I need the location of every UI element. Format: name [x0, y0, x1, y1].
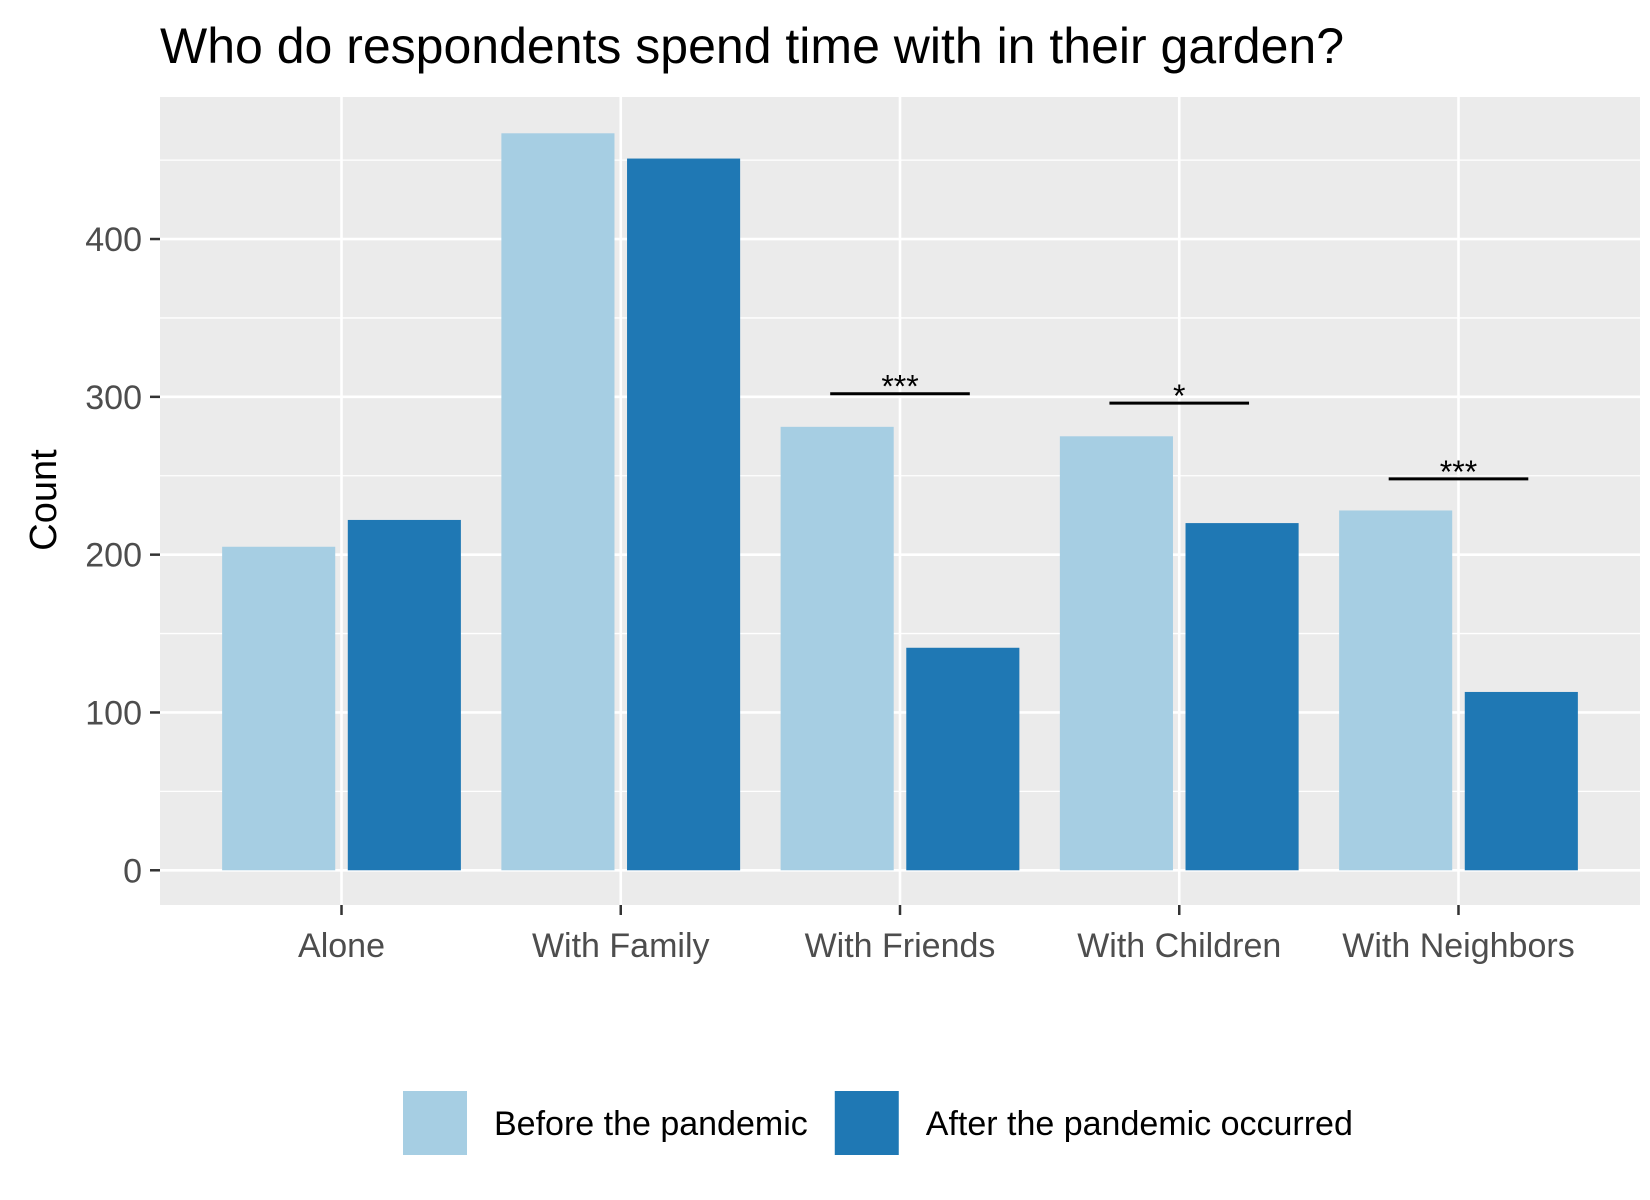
bar-before-with-neighbors	[1339, 510, 1453, 871]
legend-swatch-after	[832, 1089, 901, 1157]
axes: 0 100 200 300 400 Alone With Family With Friend…	[85, 221, 1574, 965]
y-tick-label: 0	[123, 852, 142, 890]
chart-title: Who do respondents spend time with in th…	[160, 18, 1344, 74]
significance-annotations: *** ****	[830, 369, 1529, 490]
significance-label: ***	[881, 369, 918, 405]
bar-before-with-family	[501, 133, 615, 871]
x-tick-label: With Neighbors	[1342, 927, 1574, 965]
bar-after-with-children	[1185, 523, 1299, 871]
bar-after-with-family	[627, 158, 741, 871]
x-tick-label: With Children	[1077, 927, 1281, 965]
bar-before-alone	[222, 546, 336, 871]
x-tick-label: With Friends	[805, 927, 996, 965]
bar-before-with-friends	[780, 426, 894, 871]
y-tick-label: 200	[85, 537, 142, 575]
y-axis-title: Count	[23, 449, 65, 551]
legend-label-before: Before the pandemic	[494, 1105, 808, 1143]
bar-after-with-neighbors	[1464, 691, 1578, 871]
significance-label: *	[1173, 378, 1185, 414]
significance-label: ***	[1440, 454, 1477, 490]
x-tick-label: With Family	[532, 927, 710, 965]
bars	[222, 133, 1578, 871]
legend-swatch-before	[401, 1089, 469, 1157]
bar-after-alone	[347, 519, 461, 871]
legend-label-after: After the pandemic occurred	[926, 1105, 1353, 1143]
bar-before-with-children	[1059, 436, 1173, 871]
x-tick-label: Alone	[298, 927, 385, 965]
y-tick-label: 100	[85, 694, 142, 732]
y-tick-label: 400	[85, 221, 142, 259]
bar-after-with-friends	[906, 647, 1020, 871]
y-tick-label: 300	[85, 379, 142, 417]
legend: Before the pandemic After the pandemic oc…	[401, 1089, 1353, 1157]
